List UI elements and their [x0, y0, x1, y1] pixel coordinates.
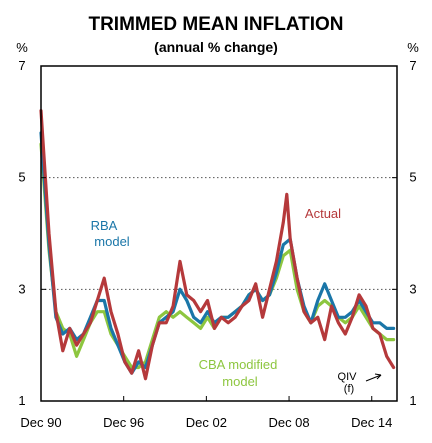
- y-tick-right-5: 5: [409, 170, 416, 185]
- gridlines: [41, 177, 397, 290]
- y-tick-right-3: 3: [409, 281, 416, 296]
- left-y-axis: 1 3 5 7: [18, 58, 46, 408]
- plot-frame: [40, 65, 398, 402]
- qiv-arrow: [365, 373, 382, 382]
- qiv-label-line1: QIV: [338, 371, 358, 383]
- right-axis-unit: %: [407, 40, 419, 55]
- actual-label: Actual: [305, 206, 341, 221]
- chart-title: TRIMMED MEAN INFLATION: [88, 14, 343, 35]
- y-tick-right-7: 7: [409, 58, 416, 73]
- y-tick-left-7: 7: [18, 58, 25, 73]
- series-line-actual: [39, 109, 396, 381]
- x-axis: Dec 90 Dec 96 Dec 02 Dec 08 Dec 14: [20, 396, 392, 430]
- x-tick-label-4: Dec 14: [351, 415, 392, 430]
- series-lines: [39, 109, 396, 381]
- right-y-axis: 1 3 5 7: [392, 58, 417, 408]
- y-tick-left-3: 3: [18, 281, 25, 296]
- qiv-arrow-head: [374, 373, 382, 380]
- y-tick-left-1: 1: [18, 393, 25, 408]
- x-tick-label-0: Dec 90: [20, 415, 61, 430]
- y-tick-left-5: 5: [18, 170, 25, 185]
- rba-label-line1: RBA: [91, 218, 118, 233]
- series-line-rba: [39, 131, 396, 375]
- qiv-label-line2: (f): [344, 383, 354, 395]
- left-axis-unit: %: [16, 40, 28, 55]
- x-tick-label-1: Dec 96: [103, 415, 144, 430]
- y-tick-right-1: 1: [409, 393, 416, 408]
- x-tick-label-3: Dec 08: [268, 415, 309, 430]
- chart-subtitle: (annual % change): [154, 39, 278, 55]
- cba-label-line1: CBA modified: [199, 357, 278, 372]
- cba-label-line2: model: [222, 374, 258, 389]
- rba-label-line2: model: [94, 234, 130, 249]
- x-tick-label-2: Dec 02: [186, 415, 227, 430]
- qiv-arrow-shaft: [365, 374, 382, 382]
